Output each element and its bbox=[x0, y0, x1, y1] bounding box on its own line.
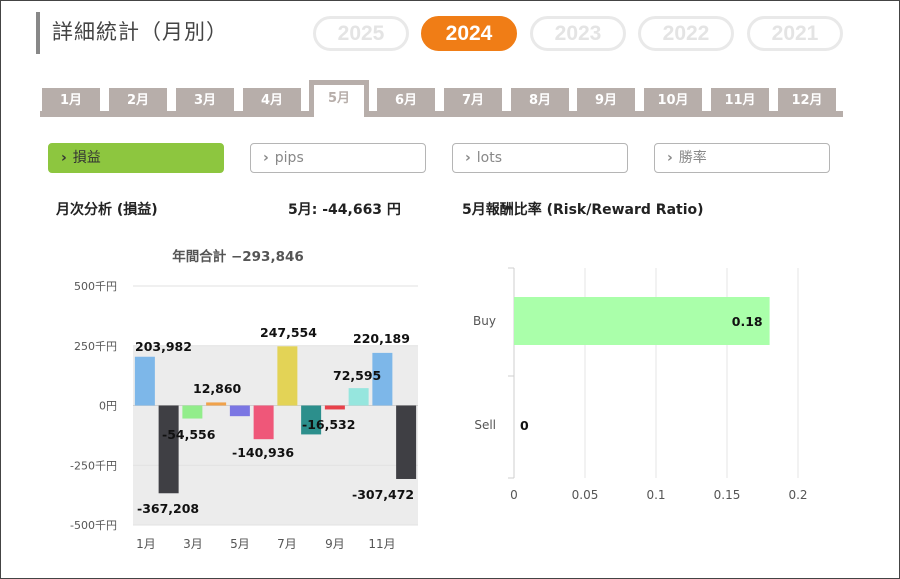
x-tick-label: 5月 bbox=[230, 537, 250, 551]
metric-button-pips[interactable]: › pips bbox=[250, 143, 426, 173]
metric-button-pnl[interactable]: › 損益 bbox=[48, 143, 224, 173]
bar-11月 bbox=[372, 352, 393, 406]
chart-total-label: 年間合計 −293,846 bbox=[172, 248, 304, 265]
page-title-block: 詳細統計（月別） bbox=[36, 12, 228, 54]
risk-reward-title: 5月報酬比率 (Risk/Reward Ratio) bbox=[462, 202, 704, 218]
year-button-2022[interactable]: 2022 bbox=[638, 16, 734, 51]
bar-5月 bbox=[229, 405, 250, 417]
y-tick-label: -500千円 bbox=[70, 519, 117, 532]
metric-button-label: 損益 bbox=[72, 150, 101, 166]
chevron-right-icon: › bbox=[263, 150, 269, 166]
x-tick-label: 0.15 bbox=[714, 488, 741, 502]
selected-month-value: 5月: -44,663 円 bbox=[288, 202, 401, 218]
x-tick-label: 0.05 bbox=[572, 488, 599, 502]
bar-8月 bbox=[301, 405, 322, 435]
year-button-2023[interactable]: 2023 bbox=[530, 16, 626, 51]
y-tick-label: Sell bbox=[474, 418, 496, 432]
x-tick-label: 0.2 bbox=[788, 488, 807, 502]
chevron-right-icon: › bbox=[667, 150, 673, 166]
tab-month-11[interactable]: 11月 bbox=[711, 88, 769, 113]
metric-button-lots[interactable]: › lots bbox=[452, 143, 628, 173]
y-tick-label: 250千円 bbox=[74, 340, 117, 353]
data-label: 0.18 bbox=[732, 314, 763, 329]
bar-3月 bbox=[182, 405, 203, 419]
data-label: -367,208 bbox=[137, 501, 199, 516]
metric-button-label: 勝率 bbox=[678, 150, 707, 166]
data-label: -54,556 bbox=[162, 427, 216, 442]
year-button-2025[interactable]: 2025 bbox=[313, 16, 409, 51]
data-label: 203,982 bbox=[135, 339, 192, 354]
tab-month-2[interactable]: 2月 bbox=[109, 88, 167, 113]
tab-month-10[interactable]: 10月 bbox=[644, 88, 702, 113]
bar-7月 bbox=[277, 346, 298, 406]
tab-month-3[interactable]: 3月 bbox=[176, 88, 234, 113]
data-label: 12,860 bbox=[193, 381, 242, 396]
tab-month-7[interactable]: 7月 bbox=[444, 88, 502, 113]
month-tabs-baseline bbox=[40, 111, 843, 117]
page-title: 詳細統計（月別） bbox=[52, 20, 228, 44]
bar-Buy bbox=[514, 297, 770, 345]
monthly-analysis-title: 月次分析 (損益) bbox=[56, 202, 158, 218]
metric-button-label: pips bbox=[274, 150, 304, 166]
chevron-right-icon: › bbox=[465, 150, 471, 166]
tab-month-6[interactable]: 6月 bbox=[377, 88, 435, 113]
y-tick-label: -250千円 bbox=[70, 459, 117, 472]
y-tick-label: Buy bbox=[473, 314, 496, 328]
x-tick-label: 0.1 bbox=[646, 488, 665, 502]
x-tick-label: 1月 bbox=[136, 537, 156, 551]
data-label: -307,472 bbox=[352, 487, 414, 502]
bar-6月 bbox=[253, 405, 274, 440]
tab-month-5[interactable]: 5月 bbox=[309, 80, 369, 117]
y-tick-label: 0円 bbox=[99, 400, 117, 413]
bar-10月 bbox=[348, 388, 369, 406]
data-label: 220,189 bbox=[353, 331, 410, 346]
x-tick-label: 0 bbox=[510, 488, 518, 502]
tab-month-8[interactable]: 8月 bbox=[511, 88, 569, 113]
year-button-2021[interactable]: 2021 bbox=[747, 16, 843, 51]
bar-1月 bbox=[134, 356, 155, 406]
tab-month-12[interactable]: 12月 bbox=[778, 88, 836, 113]
tab-month-4[interactable]: 4月 bbox=[243, 88, 301, 113]
y-tick-label: 500千円 bbox=[74, 280, 117, 293]
x-tick-label: 9月 bbox=[325, 537, 345, 551]
bar-2月 bbox=[158, 405, 179, 494]
tab-month-1[interactable]: 1月 bbox=[42, 88, 100, 113]
x-tick-label: 11月 bbox=[368, 537, 395, 551]
bar-4月 bbox=[206, 402, 227, 406]
data-label: 0 bbox=[520, 418, 529, 433]
chevron-right-icon: › bbox=[61, 150, 67, 166]
x-tick-label: 7月 bbox=[277, 537, 297, 551]
tab-month-9[interactable]: 9月 bbox=[577, 88, 635, 113]
data-label: 247,554 bbox=[260, 325, 317, 340]
metric-button-label: lots bbox=[476, 150, 503, 166]
x-tick-label: 3月 bbox=[183, 537, 203, 551]
data-label: 72,595 bbox=[333, 368, 381, 383]
bar-9月 bbox=[324, 405, 345, 410]
bar-12月 bbox=[396, 405, 417, 479]
plot-band bbox=[133, 465, 418, 525]
year-button-2024[interactable]: 2024 bbox=[421, 16, 517, 51]
metric-button-winrate[interactable]: › 勝率 bbox=[654, 143, 830, 173]
data-label: -140,936 bbox=[232, 445, 294, 460]
data-label: -16,532 bbox=[302, 417, 355, 432]
